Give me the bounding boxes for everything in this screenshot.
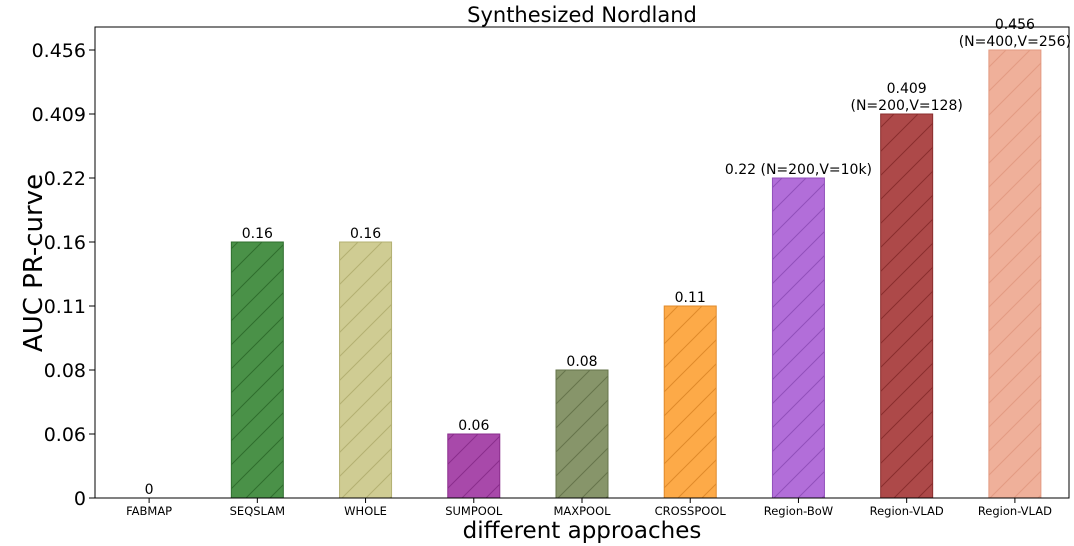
bar-sumpool-3 bbox=[447, 433, 501, 499]
x-tick-label: Region-BoW bbox=[764, 504, 833, 518]
y-axis-ticks: 0 0.06 0.08 0.11 0.16 0.22 0.409 0.456 bbox=[32, 40, 95, 510]
data-label: 0.11 bbox=[675, 290, 706, 306]
y-tick-label: 0.22 bbox=[44, 168, 86, 190]
bar-seqslam-1 bbox=[230, 241, 284, 499]
x-tick-label: SEQSLAM bbox=[230, 504, 285, 518]
x-axis-ticks: FABMAP SEQSLAM WHOLE SUMPOOL MAXPOOL CROSSPOO… bbox=[126, 498, 1052, 518]
bar-maxpool-4 bbox=[555, 369, 609, 499]
bars bbox=[230, 49, 1042, 499]
chart-title: Synthesized Nordland bbox=[467, 3, 697, 27]
bar-crosspool-5 bbox=[663, 305, 717, 499]
x-tick-label: FABMAP bbox=[126, 504, 172, 518]
x-tick-label: WHOLE bbox=[344, 504, 387, 518]
data-label: 0.409 bbox=[887, 81, 927, 97]
data-label: (N=200,V=128) bbox=[851, 98, 963, 114]
y-tick-label: 0.08 bbox=[44, 360, 86, 382]
x-axis-label: different approaches bbox=[463, 518, 702, 544]
data-label: 0.08 bbox=[566, 354, 597, 370]
y-tick-label: 0.16 bbox=[44, 232, 86, 254]
y-tick-label: 0.11 bbox=[44, 296, 86, 318]
data-labels: 0 0.16 0.16 0.06 0.08 0.11 0.22 (N=200,V=10k) 0… bbox=[145, 17, 1071, 498]
data-label: 0 bbox=[145, 482, 154, 498]
y-tick-label: 0 bbox=[74, 488, 86, 510]
data-label: 0.16 bbox=[350, 226, 381, 242]
data-label: 0.16 bbox=[242, 226, 273, 242]
y-tick-label: 0.409 bbox=[32, 104, 86, 126]
data-label: 0.22 (N=200,V=10k) bbox=[725, 162, 872, 178]
x-tick-label: Region-VLAD bbox=[978, 504, 1052, 518]
bar-whole-2 bbox=[339, 241, 393, 499]
x-tick-label: Region-VLAD bbox=[870, 504, 944, 518]
x-tick-label: MAXPOOL bbox=[553, 504, 611, 518]
x-tick-label: SUMPOOL bbox=[445, 504, 503, 518]
data-label: 0.456 bbox=[995, 17, 1035, 33]
y-tick-label: 0.06 bbox=[44, 424, 86, 446]
bar-region-bow-6 bbox=[771, 177, 825, 499]
data-label: (N=400,V=256) bbox=[959, 34, 1071, 50]
x-tick-label: CROSSPOOL bbox=[655, 504, 727, 518]
plot-frame bbox=[94, 26, 1070, 499]
bar-region-vlad-7 bbox=[880, 113, 934, 499]
data-label: 0.06 bbox=[458, 418, 489, 434]
bar-region-vlad-8 bbox=[988, 49, 1042, 499]
y-tick-label: 0.456 bbox=[32, 40, 86, 62]
y-axis-label: AUC PR-curve bbox=[19, 174, 49, 352]
